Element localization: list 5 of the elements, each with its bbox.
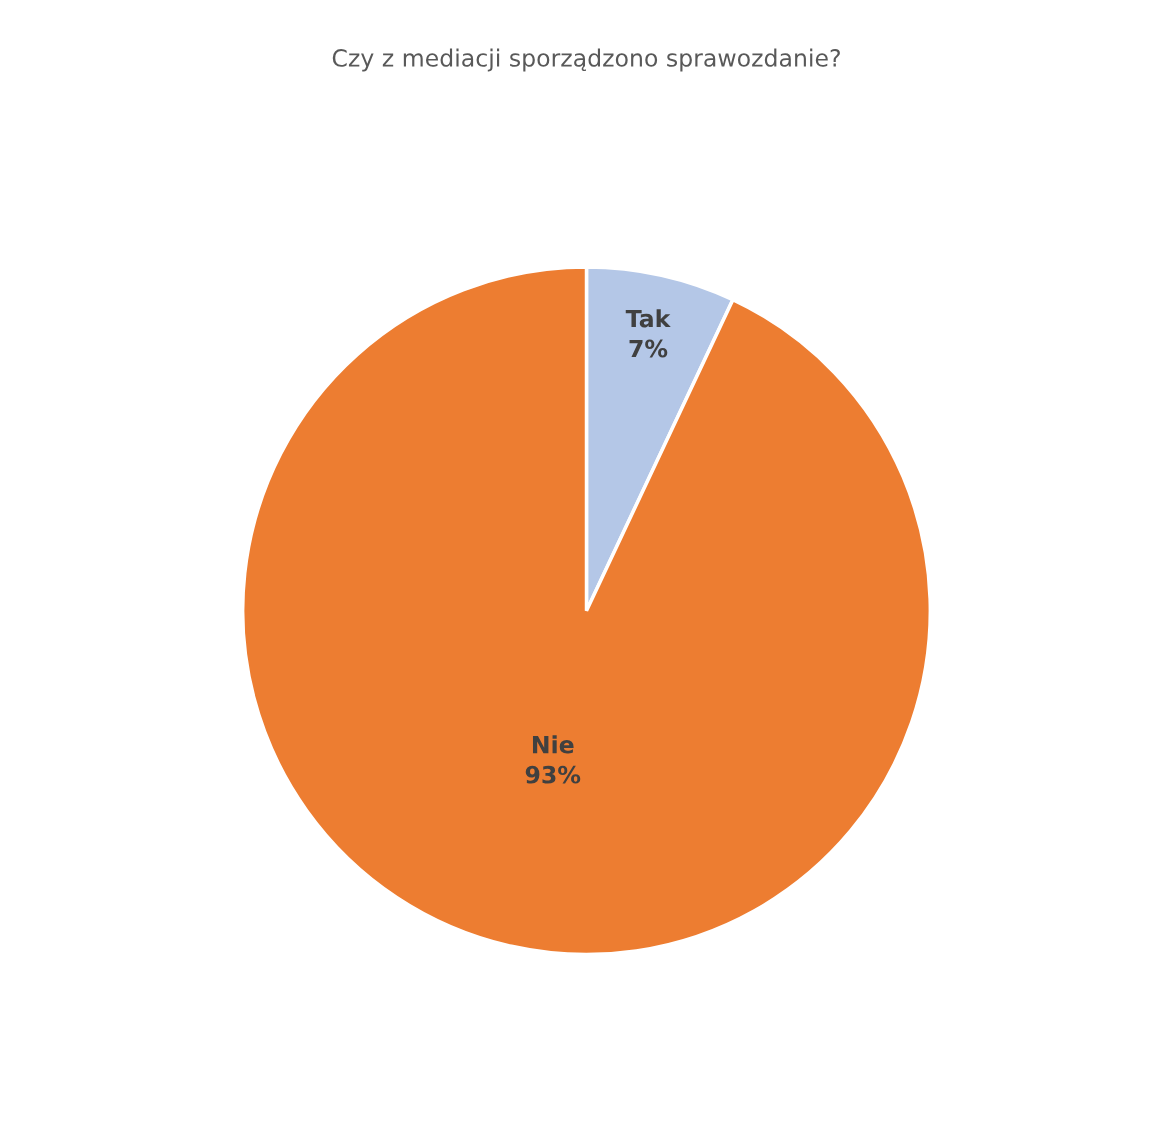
data-label: 93% xyxy=(525,765,581,784)
slice-label: Nie xyxy=(532,735,574,754)
chart-title: Czy z mediacji sporządzono sprawozdanie? xyxy=(332,48,840,72)
data-label: 7% xyxy=(629,339,668,358)
slice-label: Tak xyxy=(625,309,671,328)
